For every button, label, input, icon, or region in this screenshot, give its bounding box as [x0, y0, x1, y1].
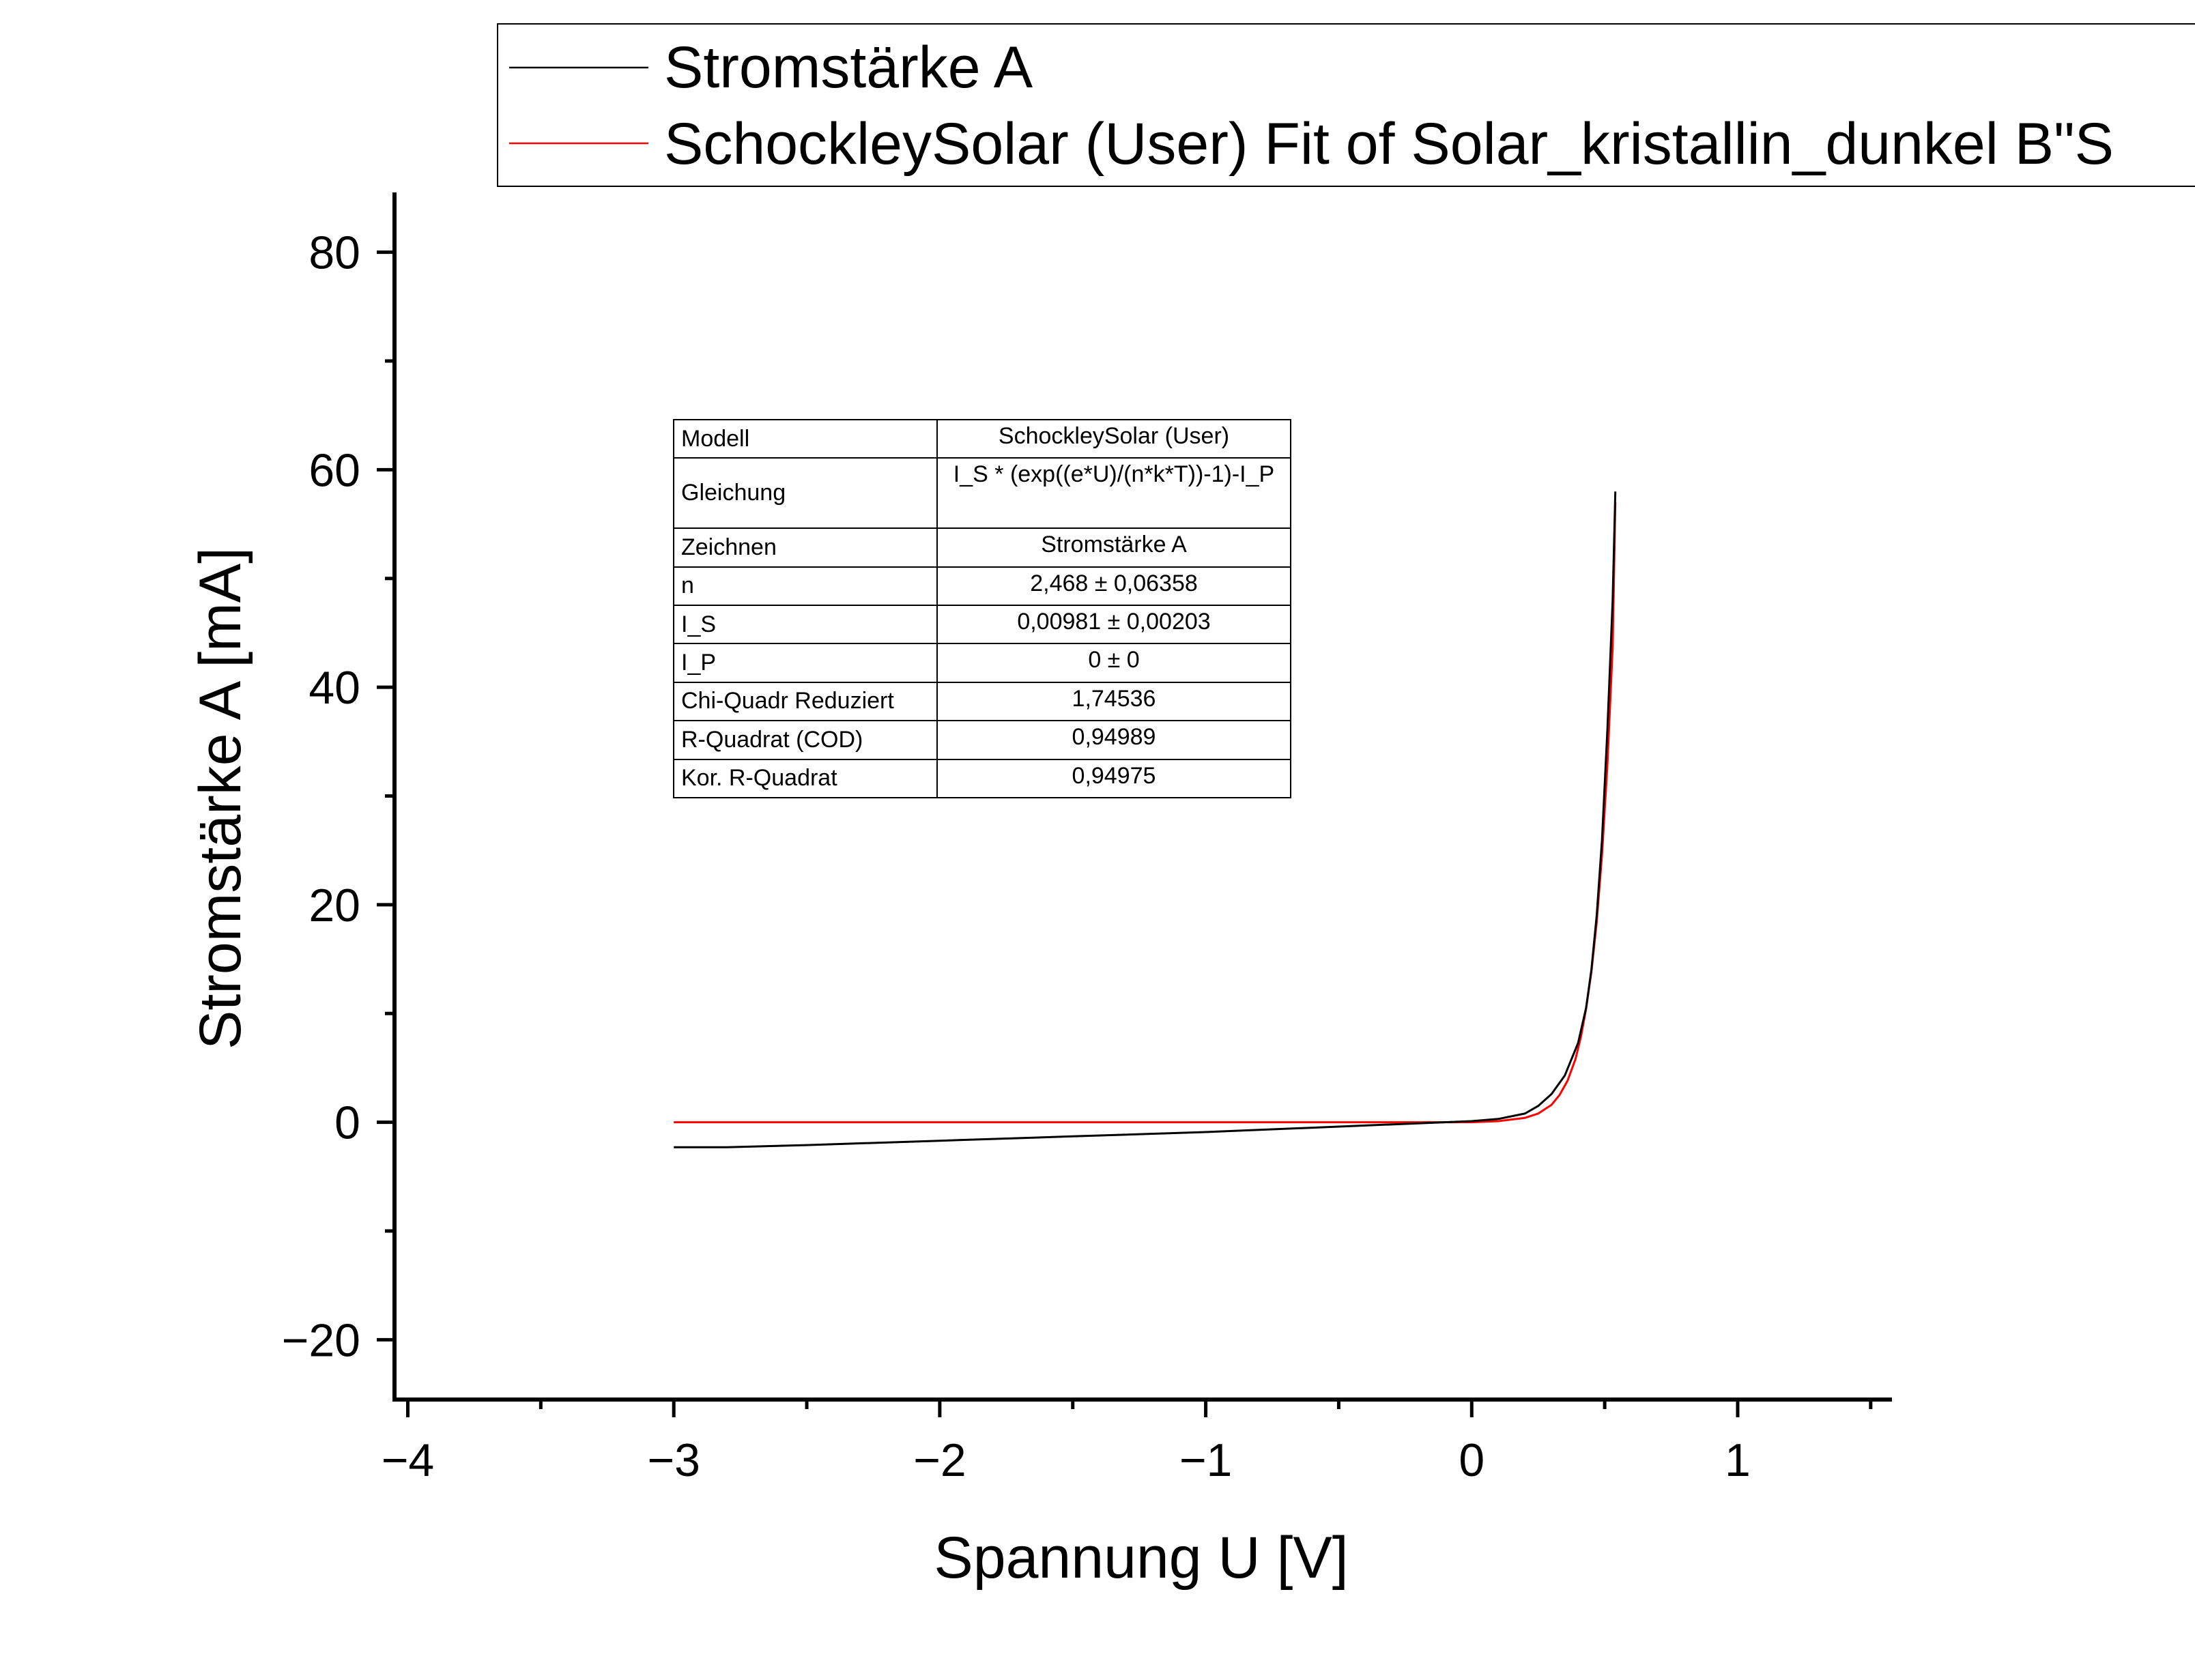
table-label-cell: I_P — [673, 643, 938, 683]
y-tick-label: 40 — [309, 662, 360, 714]
table-value-cell: 2,468 ± 0,06358 — [936, 566, 1291, 606]
table-value-cell: Stromstärke A — [936, 527, 1291, 568]
x-ticks: −4 −3 −2 −1 0 1 — [382, 1400, 1873, 1486]
table-label-cell: Gleichung — [673, 457, 938, 530]
table-value-cell: SchockleySolar (User) — [936, 418, 1291, 459]
legend: Stromstärke A SchockleySolar (User) Fit … — [497, 23, 2195, 187]
y-tick-label: 0 — [334, 1097, 360, 1149]
table-label-cell: Modell — [673, 418, 938, 459]
table-value-cell: 0,94975 — [936, 758, 1291, 799]
y-ticks: −20 0 20 40 60 80 — [282, 227, 394, 1366]
table-label-cell: Kor. R-Quadrat — [673, 758, 938, 799]
x-tick-label: −1 — [1179, 1434, 1233, 1486]
x-axis-title: Spannung U [V] — [934, 1525, 1348, 1591]
table-value-cell: 0 ± 0 — [936, 643, 1291, 683]
table-label-cell: Chi-Quadr Reduziert — [673, 681, 938, 722]
x-tick-label: −4 — [382, 1434, 435, 1486]
x-tick-label: −3 — [647, 1434, 700, 1486]
y-tick-label: 80 — [309, 227, 360, 279]
table-row: Chi-Quadr Reduziert 1,74536 — [673, 681, 1291, 722]
table-label-cell: n — [673, 566, 938, 606]
table-value-cell: 0,00981 ± 0,00203 — [936, 604, 1291, 645]
table-value-cell: 0,94989 — [936, 720, 1291, 760]
y-tick-label: 20 — [309, 880, 360, 931]
x-tick-label: 1 — [1725, 1434, 1751, 1486]
legend-label-1: Stromstärke A — [664, 35, 1033, 100]
y-tick-label: 60 — [309, 444, 360, 496]
legend-label-2: SchockleySolar (User) Fit of Solar_krist… — [664, 111, 2114, 177]
table-label-cell: Zeichnen — [673, 527, 938, 568]
table-label-cell: I_S — [673, 604, 938, 645]
fit-results-table: Modell SchockleySolar (User) Gleichung I_S … — [673, 418, 1291, 799]
table-label-cell: R-Quadrat (COD) — [673, 720, 938, 760]
y-axis-title: Stromstärke A [mA] — [188, 547, 253, 1049]
legend-box — [497, 23, 2195, 187]
fit-series-line — [674, 502, 1617, 1124]
table-row: I_S 0,00981 ± 0,00203 — [673, 604, 1291, 645]
table-row: R-Quadrat (COD) 0,94989 — [673, 720, 1291, 760]
table-row: Zeichnen Stromstärke A — [673, 527, 1291, 568]
table-row: n 2,468 ± 0,06358 — [673, 566, 1291, 606]
x-tick-label: 0 — [1459, 1434, 1484, 1486]
measured-series-line — [674, 491, 1617, 1148]
table-value-cell: I_S * (exp((e*U)/(n*k*T))-1)-I_P — [936, 457, 1291, 530]
table-row: I_P 0 ± 0 — [673, 643, 1291, 683]
x-tick-label: −2 — [913, 1434, 966, 1486]
series-lines — [674, 491, 1617, 1148]
table-row: Modell SchockleySolar (User) — [673, 418, 1291, 459]
table-value-cell: 1,74536 — [936, 681, 1291, 722]
table-row: Gleichung I_S * (exp((e*U)/(n*k*T))-1)-I_… — [673, 457, 1291, 530]
table-row: Kor. R-Quadrat 0,94975 — [673, 758, 1291, 799]
y-tick-label: −20 — [282, 1314, 360, 1366]
